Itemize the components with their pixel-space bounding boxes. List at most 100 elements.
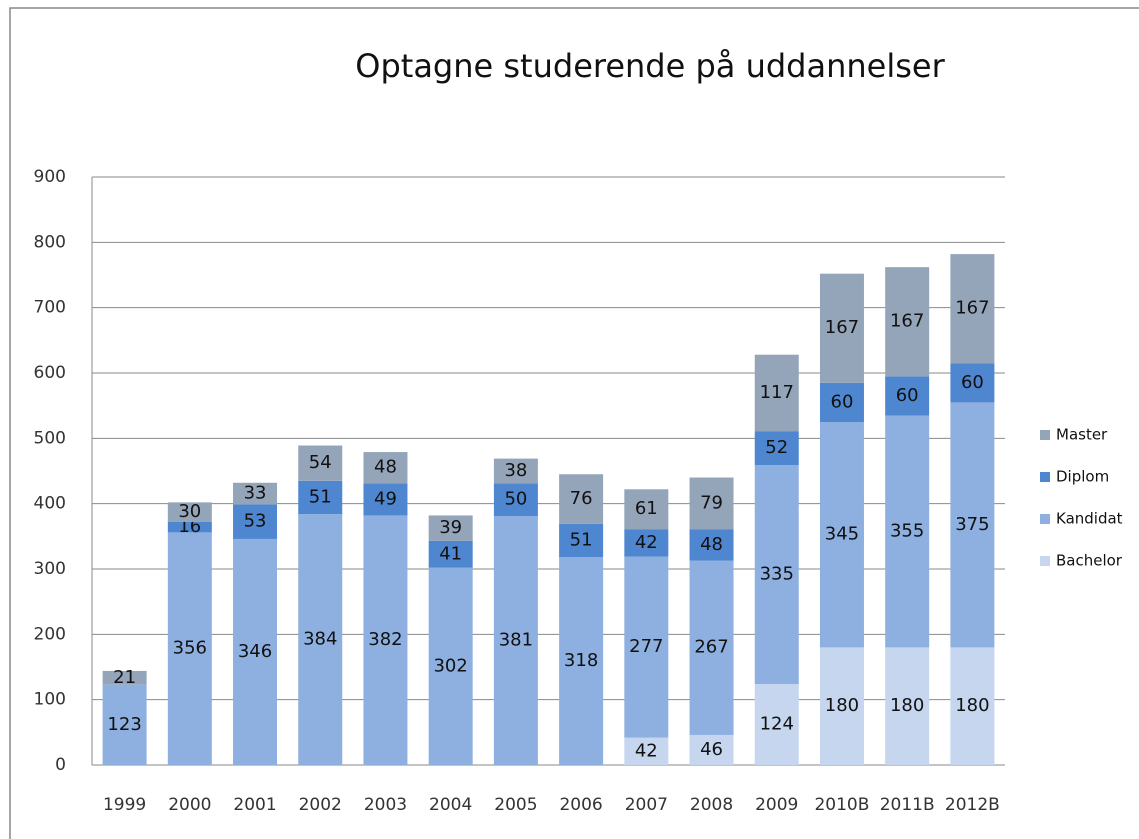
bar-segment [363,483,408,516]
bar-segment [819,647,864,765]
y-tick-label: 800 [34,232,66,252]
bar-segment [689,529,734,561]
data-label: 52 [765,437,788,458]
bar-segment [754,465,799,684]
data-label: 267 [694,637,728,658]
data-label: 180 [890,695,924,716]
data-label: 38 [504,460,527,481]
legend-swatch [1040,556,1050,566]
chart-title: Optagne studerende på uddannelser [355,47,945,85]
data-label: 167 [825,317,859,338]
bar-segment [624,556,669,738]
legend-swatch [1040,430,1050,440]
data-label: 33 [244,483,267,504]
x-tick-label: 2008 [690,795,733,815]
bar-segment [167,521,212,533]
bar-segment [754,431,799,466]
data-label: 180 [825,695,859,716]
data-label: 346 [238,641,272,662]
legend-swatch [1040,472,1050,482]
x-tick-label: 2012B [945,795,1000,815]
y-tick-label: 200 [34,624,66,644]
data-label: 167 [890,311,924,332]
bar-segment [950,402,995,648]
bar-segment [167,532,212,765]
x-tick-label: 2002 [299,795,342,815]
bar-segment [624,489,669,530]
x-tick-label: 2005 [494,795,537,815]
x-tick-label: 2011B [880,795,935,815]
bar-segment [819,273,864,383]
x-tick-label: 2001 [233,795,276,815]
bar-segment [428,567,473,765]
data-label: 167 [955,298,989,319]
data-label: 46 [700,739,723,760]
bar-segment [233,482,278,505]
y-tick-label: 700 [34,298,66,318]
data-label: 21 [113,667,136,688]
bar-segment [298,480,343,515]
y-tick-label: 400 [34,494,66,514]
bar-segment [754,683,799,765]
data-label: 381 [499,630,533,651]
y-tick-label: 500 [34,428,66,448]
x-tick-label: 2003 [364,795,407,815]
bar-segment [233,504,278,539]
bar-segment [167,502,212,522]
bar-segment [885,267,930,377]
bar-segment [559,474,604,524]
data-label: 60 [896,385,919,406]
legend-label: Diplom [1056,468,1109,486]
data-label: 180 [955,695,989,716]
data-label: 53 [244,511,267,532]
bar-segment [363,515,408,765]
y-tick-label: 300 [34,559,66,579]
bar-segment [885,415,930,648]
bar-segment [950,647,995,765]
bar-segment [102,684,147,765]
data-label: 356 [173,638,207,659]
bar-segment [298,445,343,481]
data-label: 48 [700,534,723,555]
bar-segment [559,523,604,558]
bar-segment [819,422,864,648]
bar-segment [559,557,604,765]
legend-label: Bachelor [1056,552,1123,570]
x-tick-label: 2009 [755,795,798,815]
data-label: 277 [629,636,663,657]
bar-segment [428,515,473,541]
bar-segment [363,452,408,484]
bar-segment [689,477,734,530]
data-label: 76 [570,488,593,509]
bar-segment [102,670,147,685]
data-label: 51 [570,530,593,551]
data-label: 48 [374,457,397,478]
x-tick-label: 2007 [625,795,668,815]
bar-segment [754,354,799,432]
data-label: 79 [700,492,723,513]
data-label: 123 [107,714,141,735]
bar-segment [493,483,538,517]
y-tick-label: 100 [34,690,66,710]
x-tick-label: 2006 [559,795,602,815]
bar-segment [950,363,995,403]
data-label: 51 [309,486,332,507]
bar-segment [819,382,864,422]
data-label: 345 [825,524,859,545]
x-tick-label: 1999 [103,795,146,815]
data-label: 335 [760,564,794,585]
y-tick-label: 0 [55,755,66,775]
data-label: 41 [439,543,462,564]
legend-label: Kandidat [1056,510,1123,528]
data-label: 318 [564,650,598,671]
data-label: 375 [955,514,989,535]
data-label: 61 [635,498,658,519]
data-label: 124 [760,713,794,734]
bar-segment [950,254,995,364]
y-tick-label: 600 [34,363,66,383]
bar-segment [493,516,538,765]
data-label: 60 [961,372,984,393]
data-label: 39 [439,517,462,538]
bar-segment [885,647,930,765]
